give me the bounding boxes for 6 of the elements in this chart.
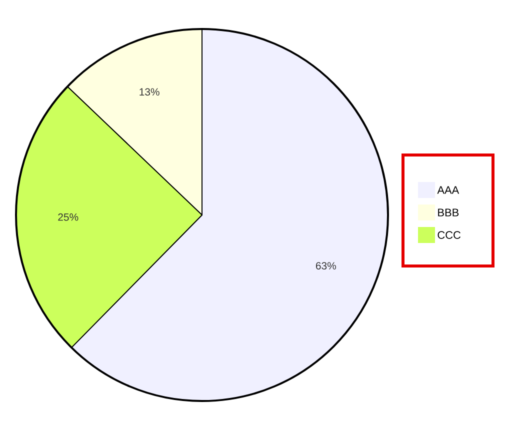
slice-label: AAA — [437, 186, 460, 194]
data-label: 25% — [58, 213, 78, 221]
legend-label: CCC — [438, 231, 461, 239]
legend-label: BBB — [438, 208, 459, 216]
data-label: 13% — [140, 88, 160, 96]
data-label: 63% — [316, 262, 336, 270]
